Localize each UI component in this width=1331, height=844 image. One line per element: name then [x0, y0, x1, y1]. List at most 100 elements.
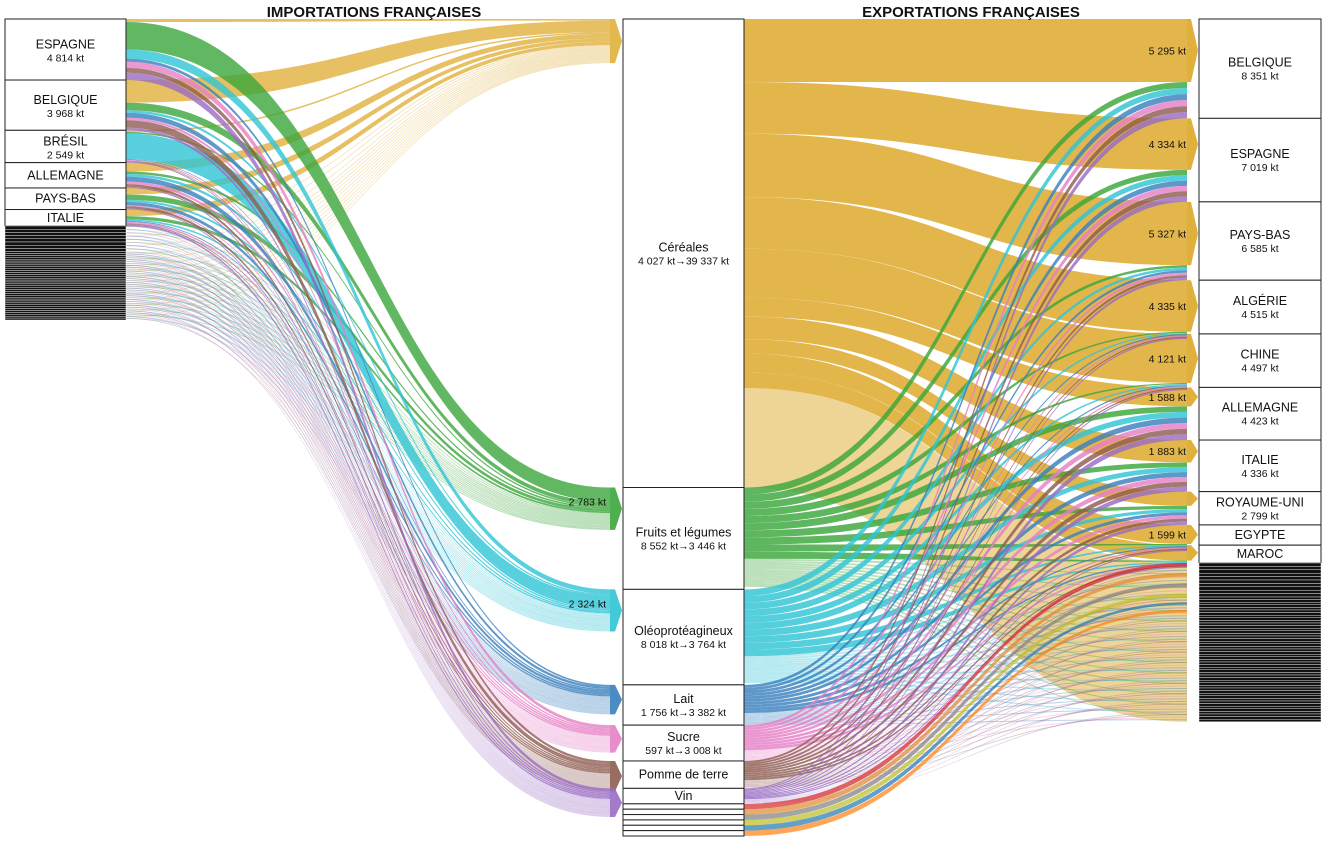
export-country-node-minor[interactable]: [1198, 677, 1322, 681]
export-country-node-minor[interactable]: [1198, 622, 1322, 626]
import-country-node-minor[interactable]: [4, 225, 127, 230]
export-country-node-minor[interactable]: [1198, 620, 1322, 624]
export-country-node-minor[interactable]: [1198, 638, 1322, 642]
export-country-node-minor[interactable]: [1198, 569, 1322, 574]
export-country-node-minor[interactable]: [1198, 628, 1322, 632]
import-country-node-minor[interactable]: [4, 312, 127, 315]
import-country-node-minor[interactable]: [4, 272, 127, 275]
export-country-node-minor[interactable]: [1198, 672, 1322, 676]
export-country-node-minor[interactable]: [1198, 641, 1322, 645]
product-node[interactable]: [622, 760, 745, 789]
import-country-node-minor[interactable]: [4, 295, 127, 298]
import-country-node-minor[interactable]: [4, 279, 127, 283]
export-country-node-minor[interactable]: [1198, 690, 1322, 694]
import-country-node-minor[interactable]: [4, 291, 127, 294]
import-country-node-minor[interactable]: [4, 251, 127, 254]
export-country-node-minor[interactable]: [1198, 633, 1322, 637]
export-country-node[interactable]: [1198, 117, 1322, 203]
import-country-node-minor[interactable]: [4, 283, 127, 286]
export-country-node-minor[interactable]: [1198, 583, 1322, 588]
product-node-minor[interactable]: [622, 803, 745, 810]
import-country-node-minor[interactable]: [4, 297, 127, 300]
export-country-node-minor[interactable]: [1198, 593, 1322, 598]
product-node[interactable]: [622, 487, 745, 590]
import-country-node-minor[interactable]: [4, 238, 127, 243]
import-country-node-minor[interactable]: [4, 310, 127, 313]
export-country-node-minor[interactable]: [1198, 674, 1322, 678]
export-country-node-minor[interactable]: [1198, 682, 1322, 686]
export-country-node-minor[interactable]: [1198, 685, 1322, 689]
export-country-node-minor[interactable]: [1198, 703, 1322, 707]
import-country-node-minor[interactable]: [4, 278, 127, 281]
export-country-node[interactable]: [1198, 386, 1322, 441]
export-country-node[interactable]: [1198, 439, 1322, 493]
import-country-node-minor[interactable]: [4, 304, 127, 307]
export-country-node-minor[interactable]: [1198, 713, 1322, 717]
import-country-node-minor[interactable]: [4, 274, 127, 277]
export-country-node-minor[interactable]: [1198, 579, 1322, 584]
import-country-node-minor[interactable]: [4, 266, 127, 269]
export-country-node-minor[interactable]: [1198, 706, 1322, 710]
import-country-node-minor[interactable]: [4, 281, 127, 285]
export-country-node-minor[interactable]: [1198, 667, 1322, 671]
product-node[interactable]: [622, 724, 745, 762]
import-country-node-minor[interactable]: [4, 255, 127, 258]
export-country-node-minor[interactable]: [1198, 700, 1322, 704]
export-country-node-minor[interactable]: [1198, 651, 1322, 655]
product-node[interactable]: [622, 588, 745, 686]
export-country-node-minor[interactable]: [1198, 643, 1322, 647]
export-country-node-minor[interactable]: [1198, 680, 1322, 684]
import-country-node-minor[interactable]: [4, 316, 127, 319]
import-country-node-minor[interactable]: [4, 285, 127, 288]
import-country-node-minor[interactable]: [4, 289, 127, 292]
import-country-node[interactable]: [4, 79, 127, 131]
export-country-node-minor[interactable]: [1198, 612, 1322, 616]
export-country-node-minor[interactable]: [1198, 659, 1322, 663]
import-country-node-minor[interactable]: [4, 302, 127, 305]
export-country-node-minor[interactable]: [1198, 615, 1322, 619]
export-country-node-minor[interactable]: [1198, 576, 1322, 581]
product-node[interactable]: [622, 684, 745, 726]
import-country-node-minor[interactable]: [4, 257, 127, 260]
export-country-node-minor[interactable]: [1198, 590, 1322, 594]
export-country-node[interactable]: [1198, 279, 1322, 335]
export-country-node-minor[interactable]: [1198, 586, 1322, 591]
import-country-node-minor[interactable]: [4, 235, 127, 240]
export-country-node-minor[interactable]: [1198, 646, 1322, 650]
import-country-node-minor[interactable]: [4, 268, 127, 271]
export-country-node-minor[interactable]: [1198, 607, 1322, 611]
import-country-node-minor[interactable]: [4, 262, 127, 266]
product-node-minor[interactable]: [622, 814, 745, 821]
export-country-node-minor[interactable]: [1198, 602, 1322, 606]
product-node-minor[interactable]: [622, 824, 745, 832]
import-country-node-minor[interactable]: [4, 300, 127, 304]
import-country-node-minor[interactable]: [4, 253, 127, 256]
export-country-node-minor[interactable]: [1198, 695, 1322, 699]
import-country-node-minor[interactable]: [4, 259, 127, 262]
export-country-node-minor[interactable]: [1198, 635, 1322, 639]
export-country-node-minor[interactable]: [1198, 711, 1322, 715]
import-country-node-minor[interactable]: [4, 298, 127, 302]
export-country-node-minor[interactable]: [1198, 562, 1322, 567]
import-country-node-minor[interactable]: [4, 293, 127, 296]
import-country-node[interactable]: [4, 18, 127, 81]
product-node-minor[interactable]: [622, 830, 745, 837]
export-country-node-minor[interactable]: [1198, 708, 1322, 712]
export-country-node-minor[interactable]: [1198, 625, 1322, 629]
import-country-node-minor[interactable]: [4, 314, 127, 317]
export-country-node-minor[interactable]: [1198, 698, 1322, 702]
export-country-node-minor[interactable]: [1198, 573, 1322, 577]
export-country-node-minor[interactable]: [1198, 604, 1322, 608]
export-country-node-minor[interactable]: [1198, 654, 1322, 658]
import-country-node-minor[interactable]: [4, 276, 127, 279]
import-country-node-minor[interactable]: [4, 306, 127, 309]
import-country-node-minor[interactable]: [4, 232, 127, 236]
export-country-node-minor[interactable]: [1198, 719, 1322, 723]
export-country-node-minor[interactable]: [1198, 687, 1322, 691]
import-country-node-minor[interactable]: [4, 264, 127, 267]
product-node-minor[interactable]: [622, 819, 745, 826]
export-country-node[interactable]: [1198, 491, 1322, 526]
import-country-node-minor[interactable]: [4, 270, 127, 273]
import-country-node[interactable]: [4, 129, 127, 164]
import-country-node[interactable]: [4, 162, 127, 189]
